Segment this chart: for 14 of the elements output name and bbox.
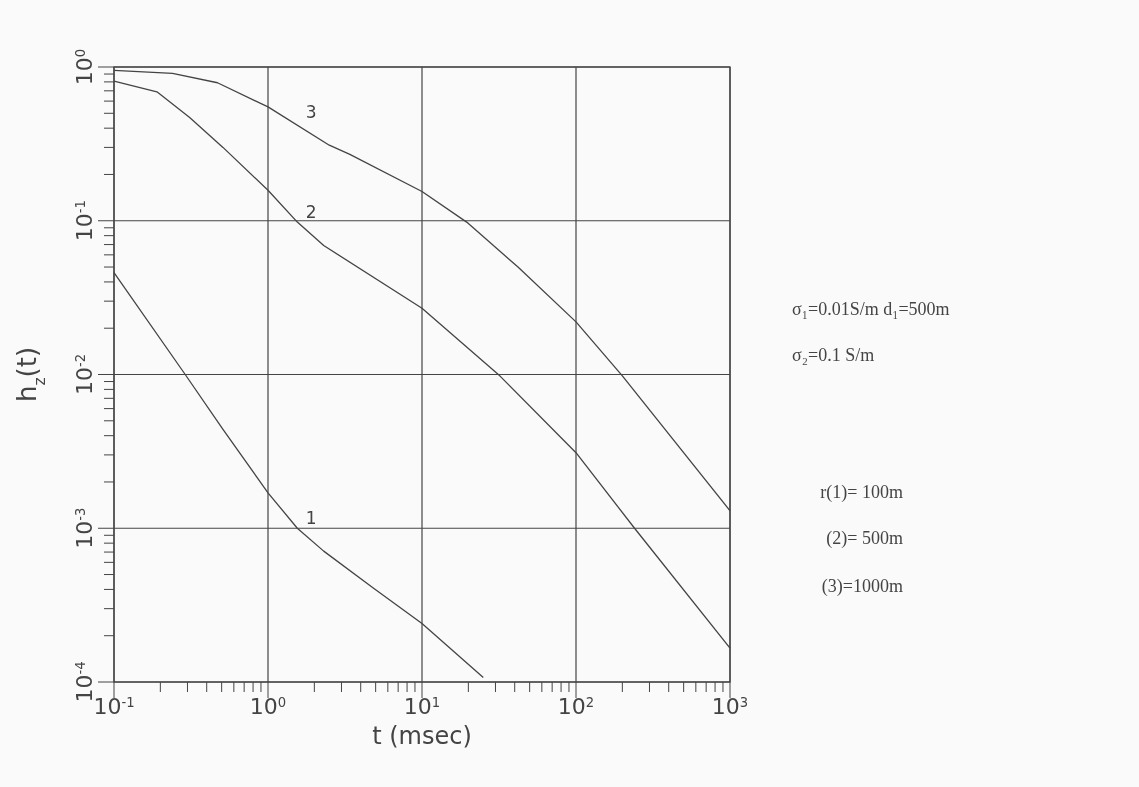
series-label: 3 — [305, 101, 317, 122]
series-label: 1 — [305, 508, 317, 529]
series-label: 2 — [305, 202, 317, 223]
text: σ₂=0.1 S/m — [792, 345, 875, 365]
text: r(1)= 100m — [820, 482, 903, 503]
text: (2)= 500m — [826, 528, 903, 549]
x-tick-label: 10$^{3}$ — [711, 694, 749, 719]
x-tick-label: 10$^{0}$ — [249, 694, 287, 719]
x-tick-label: 10$^{2}$ — [557, 694, 595, 719]
x-tick-label: 10$^{1}$ — [403, 694, 441, 719]
x-axis-title: t (msec) — [372, 722, 472, 750]
x-tick-label: 10$^{-1}$ — [93, 694, 135, 719]
text: σ₁=0.01S/m d₁=500m — [792, 299, 950, 319]
text: (3)=1000m — [821, 576, 903, 597]
